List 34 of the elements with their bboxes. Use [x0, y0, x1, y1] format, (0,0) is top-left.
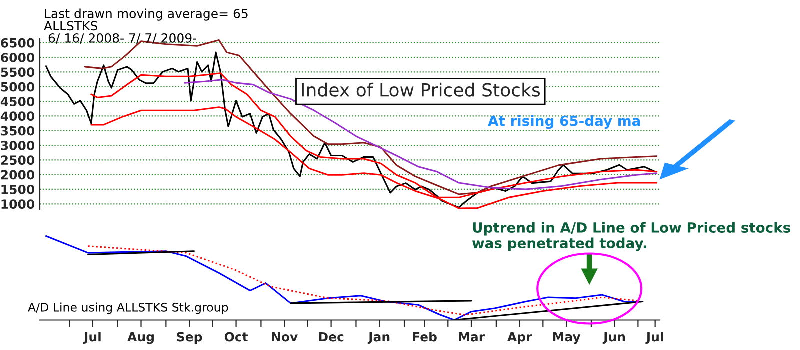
x-tick-label: Mar — [459, 332, 485, 342]
x-tick-label: Apr — [507, 332, 532, 344]
annotation: Uptrend in A/D Line of Low Priced stocks was penetrated today. — [472, 222, 790, 252]
text: Last drawn moving average= 65 — [45, 8, 248, 21]
x-tick-label: Oct — [224, 332, 248, 342]
y-tick-label: 3000 — [1, 140, 35, 150]
x-tick-label: Sep — [177, 332, 202, 344]
y-tick-label: 2500 — [1, 156, 35, 166]
x-tick-label: Aug — [128, 332, 154, 344]
y-tick-label: 6500 — [1, 38, 35, 48]
x-tick-label: Jan — [368, 332, 390, 344]
y-tick-label: 1500 — [2, 184, 35, 194]
y-tick-label: 1000 — [2, 200, 35, 210]
x-tick-label: Dec — [319, 332, 344, 342]
y-tick-label: 5000 — [1, 82, 35, 92]
y-tick-label: 3500 — [1, 126, 35, 136]
x-tick-label: Nov — [272, 332, 298, 342]
annotation: 6/ 16/ 2008- 7/ 7/ 2009- — [48, 33, 197, 44]
line-series — [45, 52, 656, 208]
text: ALLSTKS — [44, 21, 98, 31]
x-tick-label: Feb — [413, 332, 437, 342]
x-tick-label: Jul — [646, 332, 664, 344]
text: Index of Low Priced Stocks — [302, 82, 540, 97]
line-series — [184, 79, 658, 190]
annotation: A/D Line using ALLSTKS Stk.group — [28, 302, 228, 314]
y-tick-label: 5500 — [1, 68, 35, 78]
y-tick-label: 4000 — [0, 112, 35, 122]
x-tick-label: May — [553, 332, 581, 344]
y-tick-label: 6000 — [1, 53, 35, 62]
y-tick-label: 4500 — [0, 97, 35, 106]
annotation: At rising 65-day ma — [488, 116, 640, 130]
y-tick-label: 2000 — [1, 170, 35, 180]
x-tick-label: Jul — [83, 332, 101, 344]
x-tick-label: Jun — [602, 332, 626, 344]
